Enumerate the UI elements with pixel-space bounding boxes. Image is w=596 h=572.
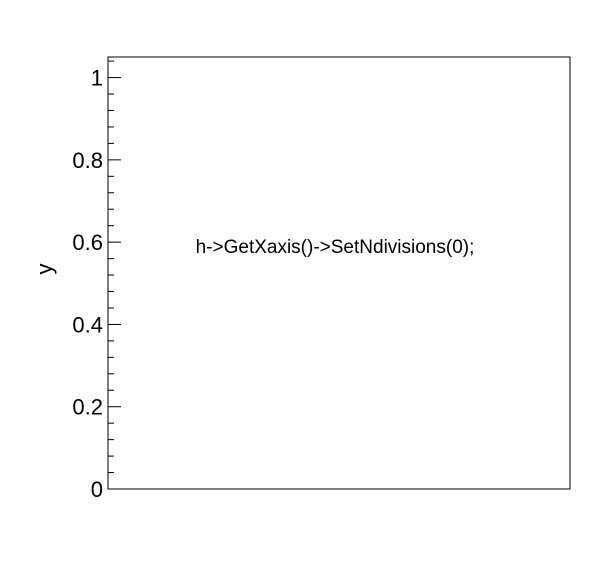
y-axis-label: y <box>32 264 57 275</box>
y-axis-tick-labels: 0 0.2 0.4 0.6 0.8 1 <box>72 66 103 502</box>
y-tick-label: 0.4 <box>72 312 103 337</box>
plot-frame <box>107 56 571 490</box>
y-tick-label: 0.2 <box>72 395 103 420</box>
y-tick-label: 1 <box>91 66 103 91</box>
y-tick-label: 0.6 <box>72 230 103 255</box>
y-axis-ticks <box>108 60 121 490</box>
y-tick-label: 0 <box>91 477 103 502</box>
annotation-text: h->GetXaxis()->SetNdivisions(0); <box>196 237 475 258</box>
y-tick-label: 0.8 <box>72 148 103 173</box>
